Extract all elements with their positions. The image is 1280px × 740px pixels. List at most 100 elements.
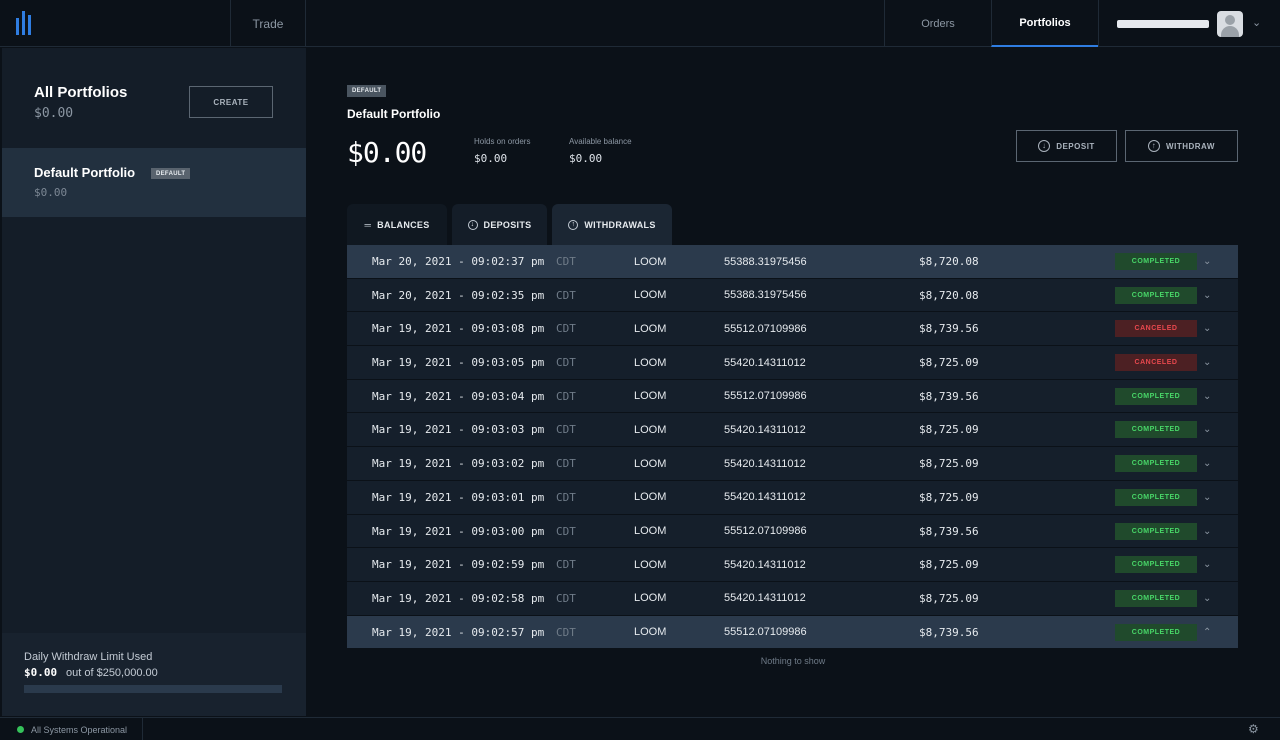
- withdraw-limit-used: $0.00: [24, 666, 58, 679]
- sidebar-item-label: Default Portfolio: [34, 165, 136, 180]
- nav-orders[interactable]: Orders: [884, 0, 991, 47]
- chevron-down-icon[interactable]: ⌄: [1203, 491, 1212, 503]
- chevron-down-icon[interactable]: ⌄: [1203, 256, 1212, 267]
- gear-icon[interactable]: ⚙: [1248, 722, 1259, 736]
- chevron-up-icon[interactable]: ⌃: [1203, 626, 1212, 638]
- row-amount: 55512.07109986: [724, 322, 807, 335]
- chevron-down-icon[interactable]: ⌄: [1203, 559, 1212, 571]
- top-nav-bar: Trade Orders Portfolios ⌄: [0, 0, 1280, 47]
- tab-label: BALANCES: [377, 219, 430, 230]
- table-row[interactable]: Mar 19, 2021 - 09:02:57 pm CDT LOOM 55512.0…: [347, 615, 1238, 650]
- status-badge: COMPLETED: [1115, 286, 1197, 304]
- row-asset: LOOM: [634, 491, 667, 504]
- status-badge: CANCELED: [1115, 320, 1197, 338]
- tab-deposits[interactable]: ↓ DEPOSITS: [452, 204, 547, 245]
- row-amount: 55512.07109986: [724, 390, 807, 403]
- row-date: Mar 19, 2021 - 09:02:57 pm: [372, 625, 545, 639]
- logo-icon[interactable]: [16, 11, 36, 35]
- table-row[interactable]: Mar 19, 2021 - 09:03:01 pm CDT LOOM 55420.1…: [347, 480, 1238, 515]
- table-row[interactable]: Mar 19, 2021 - 09:03:03 pm CDT LOOM 55420.1…: [347, 413, 1238, 448]
- tab-withdrawals[interactable]: ↑ WITHDRAWALS: [552, 204, 672, 245]
- row-asset: LOOM: [634, 626, 667, 639]
- table-row[interactable]: Mar 19, 2021 - 09:02:58 pm CDT LOOM 55420.1…: [347, 581, 1238, 616]
- portfolio-sidebar: All Portfolios $0.00 CREATE Default Port…: [2, 48, 306, 716]
- default-badge: DEFAULT: [151, 168, 191, 179]
- row-asset: LOOM: [634, 356, 667, 369]
- deposit-button[interactable]: ↓ DEPOSIT: [1016, 130, 1117, 162]
- row-usd-value: $8,739.56: [919, 524, 979, 538]
- row-date: Mar 19, 2021 - 09:02:59 pm: [372, 558, 545, 572]
- user-name-redacted: [1117, 20, 1209, 28]
- withdraw-limit-total: out of $250,000.00: [66, 667, 158, 679]
- default-badge: DEFAULT: [347, 85, 387, 97]
- available-value: $0.00: [569, 152, 603, 165]
- row-date: Mar 20, 2021 - 09:02:35 pm: [372, 288, 545, 302]
- row-status: COMPLETED: [1115, 582, 1197, 615]
- table-row[interactable]: Mar 19, 2021 - 09:03:04 pm CDT LOOM 55512.0…: [347, 379, 1238, 414]
- row-amount: 55420.14311012: [724, 457, 806, 470]
- chevron-down-icon[interactable]: ⌄: [1203, 458, 1212, 470]
- deposit-label: DEPOSIT: [1056, 141, 1095, 151]
- row-amount: 55512.07109986: [724, 626, 807, 639]
- chevron-down-icon[interactable]: ⌄: [1203, 323, 1212, 335]
- list-icon: ═: [364, 219, 372, 230]
- table-row[interactable]: Mar 20, 2021 - 09:02:37 pm CDT LOOM 55388.3…: [347, 245, 1238, 279]
- row-timezone: CDT: [556, 288, 576, 302]
- table-row[interactable]: Mar 19, 2021 - 09:03:02 pm CDT LOOM 55420.1…: [347, 447, 1238, 481]
- chevron-down-icon[interactable]: ⌄: [1203, 592, 1212, 604]
- nav-trade[interactable]: Trade: [230, 0, 306, 47]
- table-row[interactable]: Mar 19, 2021 - 09:03:00 pm CDT LOOM 55512.0…: [347, 514, 1238, 549]
- user-menu[interactable]: ⌄: [1098, 0, 1280, 47]
- withdraw-button[interactable]: ↑ WITHDRAW: [1125, 130, 1238, 162]
- chevron-down-icon[interactable]: ⌄: [1203, 525, 1212, 537]
- row-status: COMPLETED: [1115, 481, 1197, 514]
- holds-label: Holds on orders: [474, 137, 531, 146]
- row-amount: 55512.07109986: [724, 525, 807, 537]
- row-amount: 55420.14311012: [724, 558, 806, 571]
- row-usd-value: $8,725.09: [919, 457, 979, 471]
- row-timezone: CDT: [556, 625, 576, 639]
- create-portfolio-button[interactable]: CREATE: [189, 86, 273, 118]
- row-usd-value: $8,725.09: [919, 423, 979, 437]
- status-text[interactable]: All Systems Operational: [31, 725, 128, 735]
- table-row[interactable]: Mar 19, 2021 - 09:02:59 pm CDT LOOM 55420.1…: [347, 548, 1238, 582]
- row-amount: 55420.14311012: [724, 423, 806, 436]
- chevron-down-icon[interactable]: ⌄: [1203, 357, 1212, 369]
- row-asset: LOOM: [634, 592, 667, 605]
- chevron-down-icon[interactable]: ⌄: [1203, 390, 1212, 402]
- row-status: COMPLETED: [1115, 245, 1197, 278]
- row-date: Mar 19, 2021 - 09:02:58 pm: [372, 591, 545, 605]
- withdraw-limit-progress: [24, 685, 282, 693]
- row-date: Mar 19, 2021 - 09:03:03 pm: [372, 423, 545, 437]
- row-status: COMPLETED: [1115, 616, 1197, 649]
- chevron-down-icon[interactable]: ⌄: [1203, 424, 1212, 436]
- row-asset: LOOM: [634, 423, 667, 436]
- all-portfolios-value: $0.00: [34, 106, 74, 121]
- tab-label: DEPOSITS: [483, 219, 532, 230]
- nav-portfolios[interactable]: Portfolios: [991, 0, 1098, 47]
- avatar[interactable]: [1217, 11, 1243, 37]
- tab-balances[interactable]: ═ BALANCES: [347, 204, 447, 245]
- row-status: CANCELED: [1115, 346, 1197, 379]
- status-badge: COMPLETED: [1115, 589, 1197, 607]
- chevron-down-icon[interactable]: ⌄: [1252, 17, 1262, 29]
- row-timezone: CDT: [556, 490, 576, 504]
- page-title: Default Portfolio: [347, 107, 441, 121]
- row-usd-value: $8,739.56: [919, 322, 979, 336]
- portfolio-main: DEFAULT Default Portfolio $0.00 Holds on…: [306, 48, 1280, 716]
- row-status: COMPLETED: [1115, 413, 1197, 446]
- row-timezone: CDT: [556, 389, 576, 403]
- row-status: COMPLETED: [1115, 279, 1197, 312]
- row-asset: LOOM: [634, 390, 667, 403]
- table-row[interactable]: Mar 20, 2021 - 09:02:35 pm CDT LOOM 55388.3…: [347, 278, 1238, 313]
- table-row[interactable]: Mar 19, 2021 - 09:03:08 pm CDT LOOM 55512.0…: [347, 312, 1238, 347]
- row-timezone: CDT: [556, 591, 576, 605]
- sidebar-item-value: $0.00: [34, 186, 68, 199]
- row-usd-value: $8,720.08: [919, 288, 979, 302]
- table-row[interactable]: Mar 19, 2021 - 09:03:05 pm CDT LOOM 55420.1…: [347, 346, 1238, 380]
- arrow-down-icon: ↓: [1038, 140, 1051, 152]
- row-amount: 55420.14311012: [724, 491, 806, 504]
- sidebar-item-default-portfolio[interactable]: Default Portfolio DEFAULT $0.00: [2, 148, 306, 217]
- chevron-down-icon[interactable]: ⌄: [1203, 289, 1212, 301]
- divider: [142, 718, 143, 740]
